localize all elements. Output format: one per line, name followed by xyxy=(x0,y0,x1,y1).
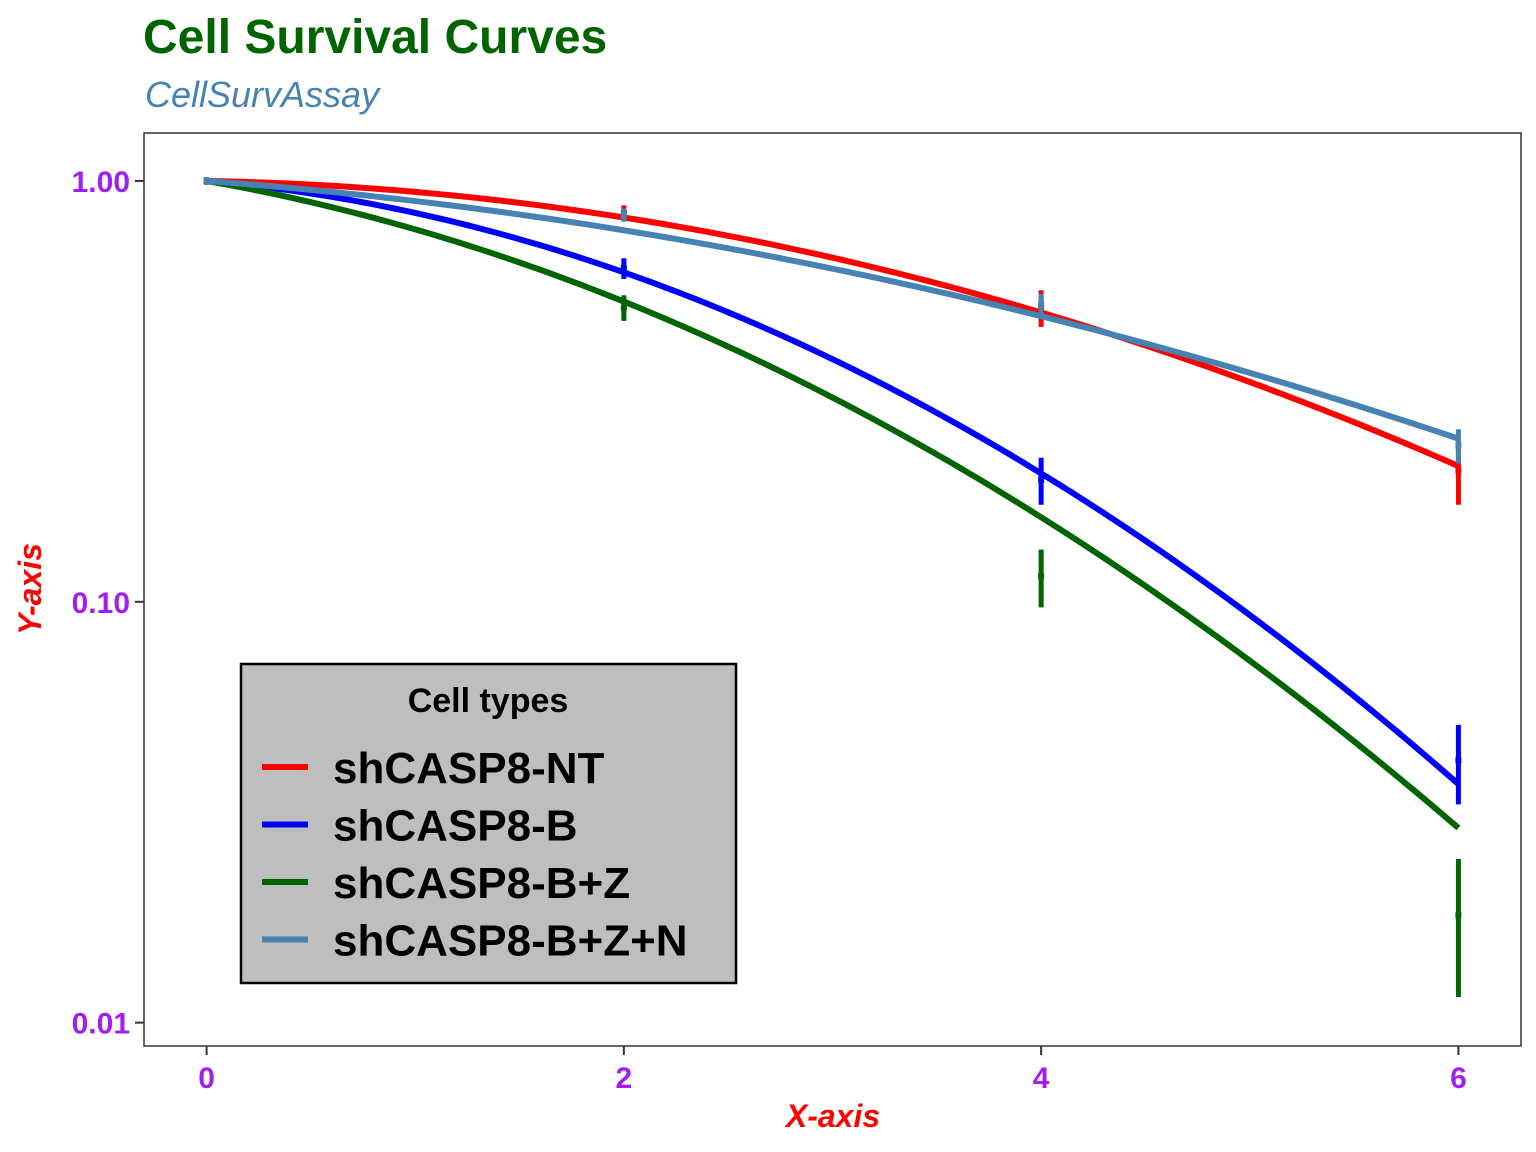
y-tick-label: 1.00 xyxy=(72,166,130,199)
data-point xyxy=(620,304,627,311)
x-axis: 0 2 4 6 xyxy=(198,1046,1467,1095)
fit-line xyxy=(206,177,1460,469)
data-point xyxy=(1455,757,1462,764)
data-point xyxy=(1455,442,1462,449)
data-point xyxy=(203,177,210,184)
legend-label: shCASP8-NT xyxy=(333,744,604,793)
legend-item: shCASP8-NT xyxy=(262,744,604,793)
series-shCASP8-B+Z+N xyxy=(203,177,1462,464)
y-tick-label: 0.10 xyxy=(72,587,130,620)
x-axis-title: X-axis xyxy=(784,1098,880,1134)
legend-item: shCASP8-B+Z+N xyxy=(262,917,688,966)
data-point xyxy=(1455,912,1462,919)
legend-items: shCASP8-NT shCASP8-B shCASP8-B+Z shCASP8-B+… xyxy=(262,744,688,966)
series-shCASP8-B+Z xyxy=(203,177,1462,998)
chart-subtitle: CellSurvAssay xyxy=(145,74,381,115)
data-point xyxy=(1455,467,1462,474)
legend-item: shCASP8-B xyxy=(262,802,578,851)
y-tick-label: 0.01 xyxy=(72,1008,130,1041)
chart-title: Cell Survival Curves xyxy=(143,11,607,64)
data-point xyxy=(620,265,627,272)
legend-box xyxy=(239,662,738,985)
y-axis: 1.00 0.10 0.01 xyxy=(72,166,144,1041)
x-tick-label: 0 xyxy=(198,1062,215,1095)
legend-title: Cell types xyxy=(408,682,569,720)
legend-swatch-point xyxy=(282,879,288,885)
x-tick-label: 4 xyxy=(1033,1062,1050,1095)
data-point xyxy=(620,212,627,219)
data-point xyxy=(1038,476,1045,483)
fit-line xyxy=(206,177,1461,831)
legend-label: shCASP8-B+Z+N xyxy=(333,917,688,966)
legend-swatch-point xyxy=(282,936,288,943)
legend-label: shCASP8-B+Z xyxy=(333,859,630,908)
legend-label: shCASP8-B xyxy=(333,802,578,851)
fit-line xyxy=(206,177,1461,787)
x-tick-label: 6 xyxy=(1450,1062,1467,1095)
series-layer xyxy=(203,177,1462,998)
x-tick-label: 2 xyxy=(616,1062,633,1095)
data-point xyxy=(1038,301,1045,308)
data-point xyxy=(1038,573,1045,580)
legend: Cell types shCASP8-NT shCASP8-B shCASP8-B+… xyxy=(239,662,738,985)
y-axis-title: Y-axis xyxy=(12,543,48,635)
fit-line xyxy=(206,177,1460,442)
legend-swatch-point xyxy=(282,821,288,828)
legend-item: shCASP8-B+Z xyxy=(262,859,630,908)
legend-swatch-point xyxy=(282,764,288,770)
